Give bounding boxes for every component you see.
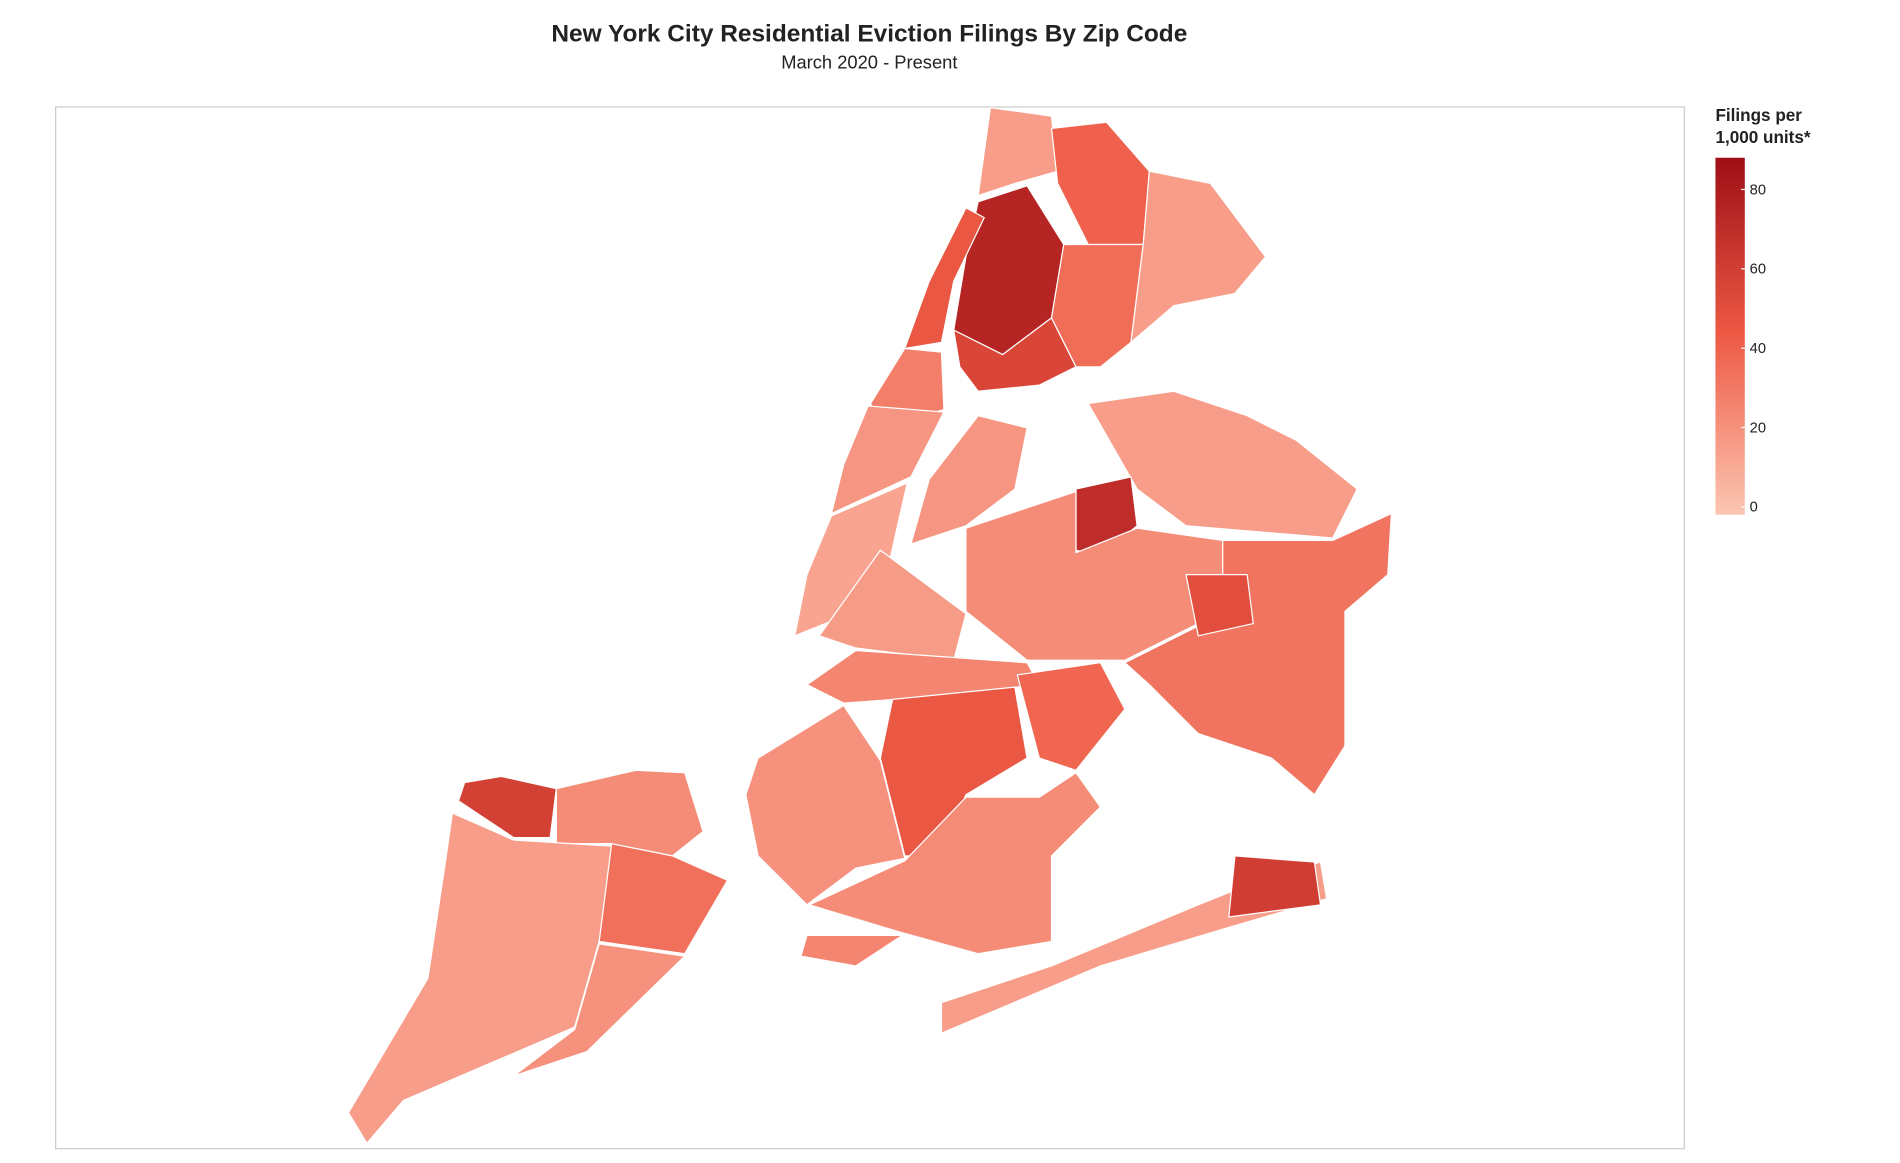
zip-region[interactable]	[512, 943, 686, 1077]
zip-region[interactable]	[1185, 574, 1254, 637]
colorbar-tick-label: 20	[1750, 420, 1766, 436]
regions	[347, 106, 1393, 1144]
zip-region[interactable]	[830, 405, 945, 515]
zip-region[interactable]	[1228, 855, 1322, 918]
legend-title: Filings per 1,000 units*	[1715, 106, 1810, 147]
zip-region[interactable]	[555, 769, 704, 857]
legend-title-line: 1,000 units*	[1715, 128, 1810, 147]
zip-region[interactable]	[347, 812, 612, 1144]
colorbar	[1715, 157, 1745, 515]
colorbar-tick-label: 60	[1750, 262, 1766, 278]
zip-region[interactable]	[1087, 390, 1358, 539]
zip-region[interactable]	[953, 317, 1077, 392]
map-figure: New York City Residential Eviction Filin…	[55, 21, 1811, 1150]
zip-region[interactable]	[808, 772, 1102, 955]
map-title: New York City Residential Eviction Filin…	[551, 21, 1187, 48]
colorbar-tick-label: 80	[1750, 182, 1766, 198]
map-subtitle: March 2020 - Present	[781, 51, 957, 72]
zip-region[interactable]	[977, 106, 1059, 197]
legend-title-line: Filings per	[1715, 106, 1802, 125]
colorbar-ticks: 0 20 40 60 80	[1741, 182, 1766, 516]
colorbar-tick-label: 40	[1750, 341, 1766, 357]
zip-region[interactable]	[910, 415, 1028, 545]
zip-region[interactable]	[745, 704, 906, 906]
zip-region[interactable]	[1124, 512, 1393, 796]
zip-region[interactable]	[800, 934, 903, 967]
zip-region[interactable]	[1130, 170, 1267, 343]
zip-region[interactable]	[457, 775, 557, 839]
zip-region[interactable]	[1016, 662, 1126, 771]
colorbar-tick-label: 0	[1750, 500, 1758, 516]
zip-region[interactable]	[904, 207, 985, 350]
